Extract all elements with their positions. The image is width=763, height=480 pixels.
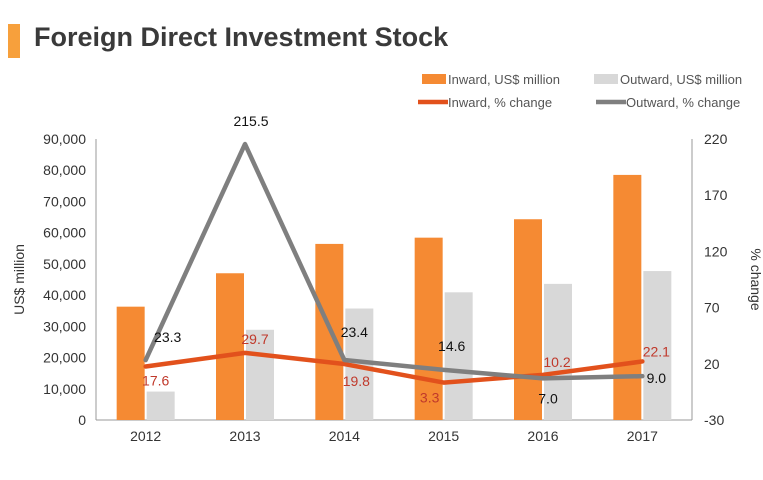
x-tick-label: 2016 [527, 428, 558, 444]
bar-outward [643, 271, 672, 420]
right-tick-label: -30 [704, 412, 724, 428]
data-label-outward-pct: 215.5 [233, 113, 268, 129]
left-tick-label: 20,000 [43, 350, 86, 366]
bar-outward [544, 283, 572, 420]
legend-label: Inward, US$ million [448, 72, 560, 87]
data-label-inward-pct: 17.6 [142, 372, 169, 388]
left-tick-label: 80,000 [43, 162, 86, 178]
left-tick-label: 70,000 [43, 193, 86, 209]
right-tick-label: 70 [704, 300, 720, 316]
data-label-inward-pct: 29.7 [241, 331, 268, 347]
right-tick-label: 120 [704, 243, 728, 259]
bar-outward [246, 329, 274, 420]
legend-swatch [422, 74, 446, 84]
data-label-inward-pct: 22.1 [643, 343, 670, 359]
right-tick-label: 20 [704, 356, 720, 372]
legend-swatch [594, 74, 618, 84]
bar-outward [444, 292, 473, 420]
left-axis-title: US$ million [11, 244, 27, 315]
x-tick-label: 2017 [627, 428, 658, 444]
line-outward-pct-change [143, 141, 645, 381]
data-label-inward-pct: 10.2 [543, 354, 570, 370]
data-label-outward-pct: 14.6 [438, 338, 465, 354]
left-tick-label: 60,000 [43, 225, 86, 241]
bar-inward [414, 237, 443, 420]
data-label-outward-pct: 23.4 [341, 324, 368, 340]
bar-outward [146, 391, 175, 420]
x-tick-label: 2012 [130, 428, 161, 444]
data-label-inward-pct: 3.3 [420, 390, 440, 406]
right-axis-title: % change [748, 248, 763, 310]
data-label-inward-pct: 19.8 [343, 373, 370, 389]
left-tick-label: 10,000 [43, 381, 86, 397]
legend-label: Inward, % change [448, 95, 552, 110]
line-inward-pct-change [143, 350, 645, 385]
chart-title: Foreign Direct Investment Stock [34, 22, 449, 52]
legend-label: Outward, US$ million [620, 72, 742, 87]
title-accent-bar [8, 24, 20, 58]
data-label-outward-pct: 7.0 [538, 390, 558, 406]
bar-inward [116, 306, 145, 420]
left-tick-label: 40,000 [43, 287, 86, 303]
bar-inward [514, 219, 542, 420]
x-tick-label: 2014 [329, 428, 360, 444]
left-tick-label: 90,000 [43, 131, 86, 147]
bar-inward [216, 273, 244, 420]
left-tick-label: 0 [78, 412, 86, 428]
x-tick-label: 2015 [428, 428, 459, 444]
left-tick-label: 30,000 [43, 318, 86, 334]
bar-inward [613, 174, 642, 420]
data-label-outward-pct: 9.0 [647, 370, 667, 386]
legend-label: Outward, % change [626, 95, 740, 110]
left-tick-label: 50,000 [43, 256, 86, 272]
data-label-outward-pct: 23.3 [154, 329, 181, 345]
right-tick-label: 220 [704, 131, 728, 147]
right-tick-label: 170 [704, 187, 728, 203]
x-tick-label: 2013 [229, 428, 260, 444]
